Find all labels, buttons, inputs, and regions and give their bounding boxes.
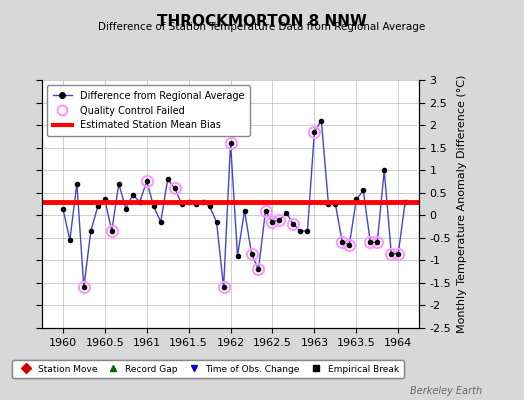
Text: Difference of Station Temperature Data from Regional Average: Difference of Station Temperature Data f… <box>99 22 425 32</box>
Text: THROCKMORTON 8 NNW: THROCKMORTON 8 NNW <box>157 14 367 29</box>
Legend: Station Move, Record Gap, Time of Obs. Change, Empirical Break: Station Move, Record Gap, Time of Obs. C… <box>12 360 403 378</box>
Text: Berkeley Earth: Berkeley Earth <box>410 386 482 396</box>
Y-axis label: Monthly Temperature Anomaly Difference (°C): Monthly Temperature Anomaly Difference (… <box>457 75 467 333</box>
